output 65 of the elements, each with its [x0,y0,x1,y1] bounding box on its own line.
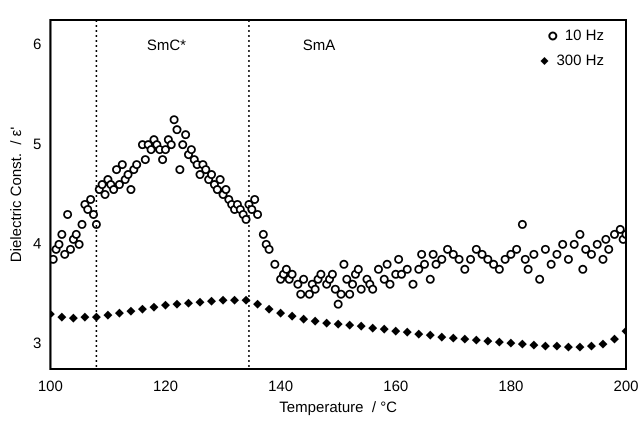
point [218,296,228,304]
point [69,314,78,322]
point [184,299,193,308]
annotation: SmC* [146,37,186,54]
point [449,334,458,342]
point [460,334,469,344]
point [518,340,526,348]
point [357,322,366,330]
x-tick-label: 160 [383,378,408,396]
point [322,319,331,328]
point [126,307,136,316]
point [138,305,147,314]
point [598,340,608,348]
point [92,313,100,322]
point [403,328,412,336]
point [264,305,274,314]
point [172,300,182,308]
point [300,315,308,324]
y-tick-label: 4 [33,236,42,252]
point [115,309,124,318]
legend-label: 300 Hz [556,52,604,70]
point [242,296,250,304]
y-axis-title: Dielectric Const. / ε' [8,126,26,262]
legend-label: 10 Hz [564,27,604,44]
y-tick-label: 3 [33,335,42,352]
point [288,312,296,320]
annotation: SmA [302,37,336,54]
point [484,336,492,346]
point [380,325,388,334]
point [161,301,170,310]
x-tick-label: 180 [498,378,524,396]
point [472,336,480,344]
point [346,321,354,330]
point [230,296,239,304]
point [311,317,320,326]
x-tick-label: 100 [38,378,63,396]
point [276,309,285,318]
x-tick-label: 140 [268,378,294,396]
point [576,342,584,352]
point [610,334,619,344]
point [253,300,262,308]
point [392,327,400,336]
point [207,297,216,306]
point [414,330,423,338]
y-tick-label: 6 [33,36,42,54]
point [541,342,550,350]
point [196,298,204,306]
point [587,342,596,350]
point [150,303,158,312]
point [564,342,573,352]
point [438,332,446,342]
point [104,311,112,320]
x-axis-title: Temperature / °C [279,399,398,416]
point [58,313,66,322]
x-tick-label: 120 [152,378,178,396]
x-tick-label: 200 [613,378,639,396]
point [368,324,377,332]
point [334,320,342,328]
point [426,330,434,340]
point [506,338,515,348]
point [552,342,562,350]
point [530,340,538,350]
point [80,313,89,322]
point [495,338,504,346]
y-tick-label: 5 [33,136,42,153]
